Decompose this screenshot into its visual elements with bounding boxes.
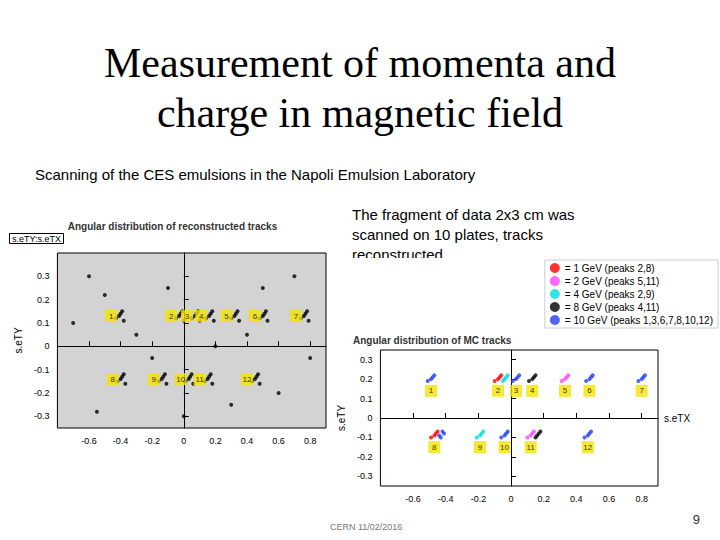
svg-text:0.2: 0.2 bbox=[360, 374, 373, 384]
svg-text:0.3: 0.3 bbox=[37, 271, 50, 281]
svg-text:7: 7 bbox=[294, 312, 299, 321]
svg-text:3: 3 bbox=[185, 312, 190, 321]
svg-text:-0.2: -0.2 bbox=[357, 452, 373, 462]
html-text:CERN 11/02/2016: CERN 11/02/2016 bbox=[330, 522, 403, 532]
svg-text:5: 5 bbox=[563, 386, 568, 395]
svg-text:-0.2: -0.2 bbox=[471, 494, 487, 504]
svg-text:6: 6 bbox=[587, 386, 592, 395]
svg-text:-0.3: -0.3 bbox=[357, 471, 373, 481]
html-text:The fragment of data 2x3 cm wa: The fragment of data 2x3 cm was scanned … bbox=[352, 206, 575, 263]
svg-text:Angular distribution of recons: Angular distribution of reconstructed tr… bbox=[68, 221, 278, 232]
svg-text:0: 0 bbox=[367, 413, 372, 423]
svg-text:11: 11 bbox=[195, 375, 204, 384]
svg-text:0.1: 0.1 bbox=[37, 318, 50, 328]
html-text:9: 9 bbox=[692, 512, 700, 527]
svg-text:Angular distribution of MC tra: Angular distribution of MC tracks bbox=[353, 335, 512, 346]
svg-text:0.3: 0.3 bbox=[360, 355, 373, 365]
svg-text:5: 5 bbox=[224, 312, 229, 321]
svg-text:10: 10 bbox=[500, 443, 509, 452]
svg-text:0.2: 0.2 bbox=[537, 494, 550, 504]
svg-text:0: 0 bbox=[44, 341, 49, 351]
svg-text:0.2: 0.2 bbox=[37, 295, 50, 305]
svg-text:4: 4 bbox=[199, 312, 204, 321]
svg-text:0.4: 0.4 bbox=[570, 494, 583, 504]
svg-text:= 8 GeV (peaks 4,11): = 8 GeV (peaks 4,11) bbox=[565, 302, 660, 313]
svg-text:0: 0 bbox=[509, 494, 514, 504]
svg-text:0.8: 0.8 bbox=[635, 494, 648, 504]
svg-text:3: 3 bbox=[514, 386, 519, 395]
svg-text:s.eTY: s.eTY bbox=[13, 327, 24, 353]
svg-text:11: 11 bbox=[526, 443, 535, 452]
svg-text:12: 12 bbox=[583, 443, 592, 452]
svg-text:0.4: 0.4 bbox=[241, 436, 254, 446]
svg-text:s.eTY:s.eTX: s.eTY:s.eTX bbox=[12, 234, 61, 244]
svg-text:12: 12 bbox=[243, 375, 252, 384]
svg-text:-0.4: -0.4 bbox=[113, 436, 129, 446]
svg-text:= 10 GeV (peaks 1,3,6,7,8,10,1: = 10 GeV (peaks 1,3,6,7,8,10,12) bbox=[565, 315, 713, 326]
svg-text:8: 8 bbox=[432, 443, 437, 452]
svg-text:1: 1 bbox=[109, 312, 114, 321]
svg-text:s.eTX: s.eTX bbox=[664, 413, 690, 424]
svg-text:6: 6 bbox=[253, 312, 258, 321]
svg-text:2: 2 bbox=[496, 386, 501, 395]
svg-text:-0.2: -0.2 bbox=[34, 388, 50, 398]
svg-text:10: 10 bbox=[176, 375, 185, 384]
svg-text:0.6: 0.6 bbox=[272, 436, 285, 446]
svg-text:0.1: 0.1 bbox=[360, 394, 373, 404]
svg-text:0.8: 0.8 bbox=[304, 436, 317, 446]
svg-text:-0.6: -0.6 bbox=[81, 436, 97, 446]
svg-text:-0.6: -0.6 bbox=[405, 494, 421, 504]
svg-text:-0.4: -0.4 bbox=[438, 494, 454, 504]
svg-text:8: 8 bbox=[110, 375, 115, 384]
svg-text:-0.2: -0.2 bbox=[144, 436, 160, 446]
html-text:Measurement of momenta and cha: Measurement of momenta and charge in mag… bbox=[104, 40, 616, 136]
svg-text:-0.1: -0.1 bbox=[34, 365, 50, 375]
svg-text:4: 4 bbox=[530, 386, 535, 395]
svg-text:0.2: 0.2 bbox=[209, 436, 222, 446]
svg-text:-0.1: -0.1 bbox=[357, 432, 373, 442]
svg-text:= 1 GeV (peaks 2,8): = 1 GeV (peaks 2,8) bbox=[565, 263, 655, 274]
svg-text:9: 9 bbox=[152, 375, 157, 384]
svg-text:9: 9 bbox=[478, 443, 483, 452]
svg-text:= 4 GeV (peaks 2,9): = 4 GeV (peaks 2,9) bbox=[565, 289, 655, 300]
svg-text:2: 2 bbox=[169, 312, 174, 321]
svg-text:1: 1 bbox=[429, 386, 434, 395]
svg-text:s.eTY: s.eTY bbox=[336, 405, 347, 431]
svg-text:0: 0 bbox=[181, 436, 186, 446]
html-text:Scanning of the CES emulsions: Scanning of the CES emulsions in the Nap… bbox=[35, 166, 476, 183]
svg-text:= 2 GeV (peaks 5,11): = 2 GeV (peaks 5,11) bbox=[565, 276, 660, 287]
svg-text:-0.3: -0.3 bbox=[34, 411, 50, 421]
svg-text:7: 7 bbox=[639, 386, 644, 395]
svg-text:0.6: 0.6 bbox=[603, 494, 616, 504]
